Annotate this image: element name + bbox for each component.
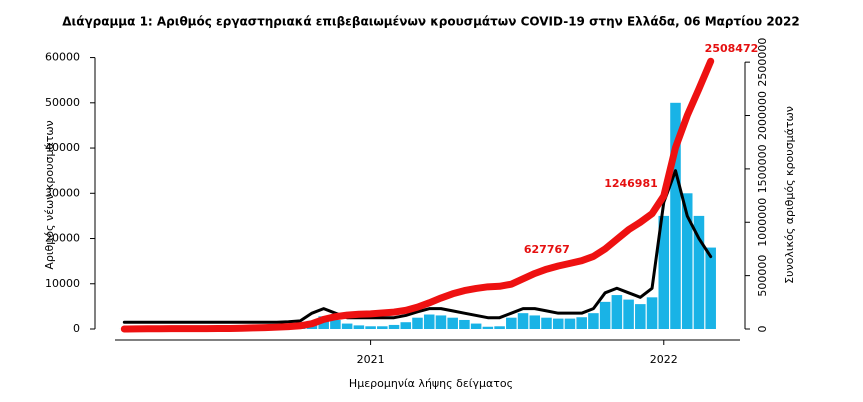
bar xyxy=(670,102,681,329)
y-tick-label: 30000 xyxy=(45,186,80,199)
y2-axis-label: Συνολικός αριθμός κρουσμάτων xyxy=(783,106,796,284)
annotation: 1246981 xyxy=(604,177,658,190)
y2-tick-label: 1500000 xyxy=(756,144,769,193)
y2-tick-label: 2000000 xyxy=(756,91,769,140)
bar xyxy=(423,314,435,329)
bar xyxy=(377,326,388,329)
bar xyxy=(412,317,423,329)
bar xyxy=(517,313,529,329)
bar xyxy=(435,315,447,329)
y2-tick-label: 0 xyxy=(756,326,769,333)
daily-line xyxy=(122,169,713,324)
bar xyxy=(552,318,564,329)
bar xyxy=(646,297,658,329)
bar xyxy=(693,215,705,329)
y2-tick-label: 500000 xyxy=(756,255,769,297)
bar xyxy=(564,318,576,329)
y-axis-label: Αριθμός νέων κρουσμάτων xyxy=(43,120,56,269)
cumulative-line xyxy=(120,57,715,333)
bar xyxy=(330,319,341,329)
bar xyxy=(611,295,623,329)
y-tick-label: 0 xyxy=(73,322,80,335)
bar xyxy=(658,215,670,329)
annotation: 2508472 xyxy=(705,42,759,55)
chart-title: Διάγραμμα 1: Αριθμός εργαστηριακά επιβεβ… xyxy=(62,15,799,29)
bar xyxy=(459,319,470,329)
y-tick-label: 20000 xyxy=(45,232,80,245)
bar xyxy=(494,326,505,329)
bar xyxy=(635,304,646,329)
bar xyxy=(341,323,353,329)
bar xyxy=(388,324,400,329)
x-tick-label: 2021 xyxy=(357,353,385,366)
bar xyxy=(506,317,517,329)
y2-tick-label: 2500000 xyxy=(756,38,769,87)
bar xyxy=(470,323,482,329)
bar xyxy=(705,247,716,329)
y-tick-label: 50000 xyxy=(45,96,80,109)
y-tick-label: 10000 xyxy=(45,277,80,290)
bar xyxy=(599,301,611,329)
bar xyxy=(365,326,376,329)
bar xyxy=(400,322,412,329)
bar xyxy=(447,317,458,329)
bar xyxy=(353,325,365,329)
y-tick-label: 40000 xyxy=(45,141,80,154)
x-axis-label: Ημερομηνία λήψης δείγματος xyxy=(349,377,513,390)
y2-tick-label: 1000000 xyxy=(756,198,769,247)
bar xyxy=(541,317,552,329)
bar xyxy=(681,193,693,329)
annotation: 627767 xyxy=(524,243,570,256)
bar xyxy=(482,326,494,329)
y-tick-label: 60000 xyxy=(45,51,80,64)
bar xyxy=(588,313,599,329)
bar xyxy=(576,317,587,329)
bar xyxy=(529,315,541,329)
bar xyxy=(623,299,634,329)
x-tick-label: 2022 xyxy=(650,353,678,366)
